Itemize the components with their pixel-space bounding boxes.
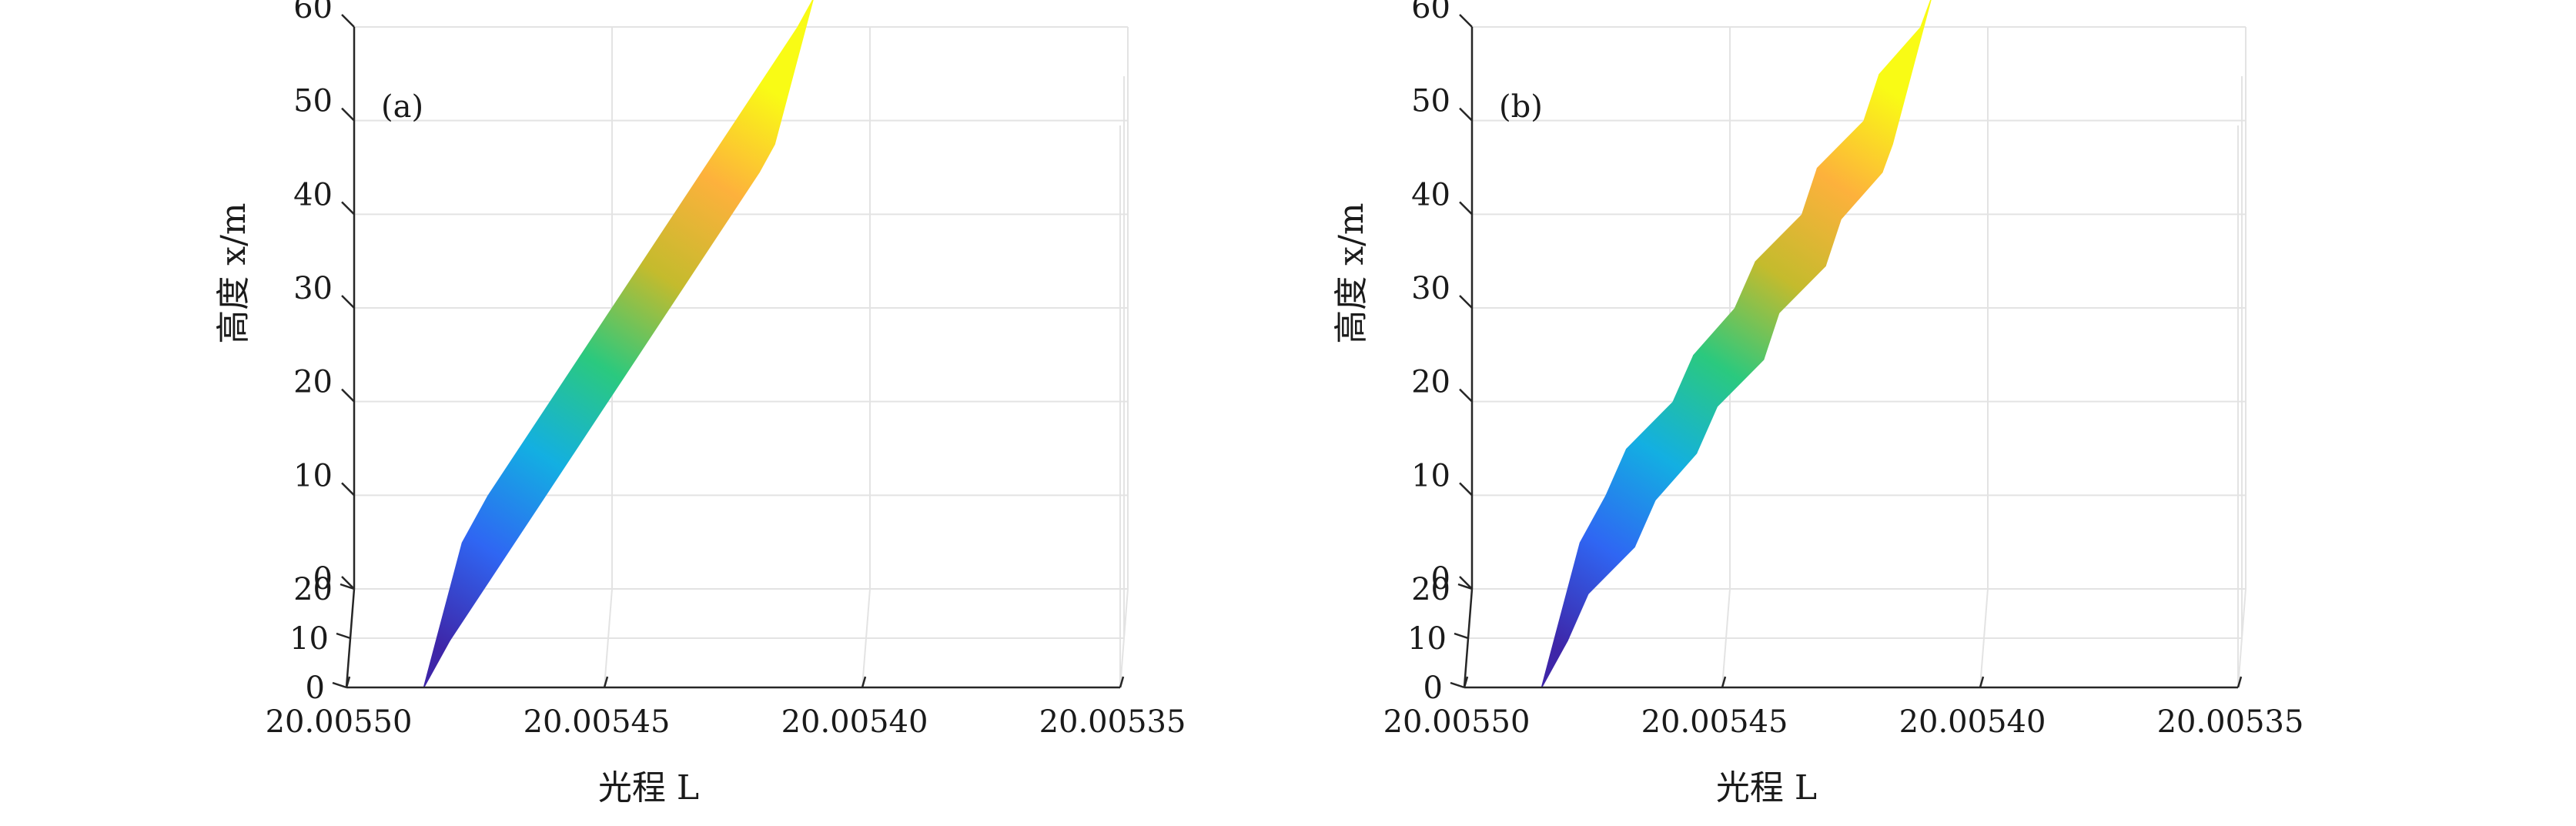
y-tick-mark <box>1457 583 1473 590</box>
y-tick-mark <box>332 681 347 689</box>
x-tick-mark <box>345 676 351 688</box>
surface <box>1541 0 1932 688</box>
x-tick-mark <box>1463 676 1469 688</box>
z-tick-mark <box>1459 107 1473 122</box>
z-tick-label: 50 <box>1411 84 1450 119</box>
z-tick-label: 40 <box>293 177 333 212</box>
y-tick-label: 20 <box>293 572 333 607</box>
x-tick-mark <box>603 676 609 688</box>
z-tick-mark <box>1459 388 1473 403</box>
z-tick-label: 40 <box>1411 177 1450 212</box>
x-tick-label: 20.00550 <box>266 704 413 740</box>
x-tick-label: 20.00550 <box>1383 704 1531 740</box>
z-tick-mark <box>341 107 355 122</box>
z-tick-mark <box>341 14 355 28</box>
y-tick-mark <box>1450 681 1465 689</box>
y-tick-label: 20 <box>1411 572 1450 607</box>
z-tick-mark <box>1459 14 1473 28</box>
x-tick-label: 20.00535 <box>2157 704 2304 740</box>
z-tick-mark <box>341 201 355 216</box>
panel-label: (a) <box>381 89 423 125</box>
surface-patch <box>1654 308 1736 501</box>
y-tick-label: 0 <box>306 670 325 706</box>
z-tick-mark <box>1459 576 1473 590</box>
y-tick-mark <box>1454 632 1469 640</box>
x-tick-label: 20.00535 <box>1039 704 1186 740</box>
z-tick-label: 10 <box>1411 458 1450 493</box>
z-tick-label: 60 <box>293 0 333 25</box>
surface-patch <box>1587 400 1674 596</box>
z-tick-label: 20 <box>1411 365 1450 400</box>
z-tick-mark <box>1459 295 1473 309</box>
x-tick-mark <box>1721 676 1727 688</box>
x-tick-mark <box>861 676 867 688</box>
panel-label: (b) <box>1499 89 1543 125</box>
x-tick-label: 20.00540 <box>781 704 928 740</box>
z-tick-label: 30 <box>293 271 333 306</box>
surface-patch <box>1778 119 1865 315</box>
z-tick-label: 50 <box>293 84 333 119</box>
surface-patch <box>1881 0 1932 173</box>
y-tick-mark <box>340 583 355 590</box>
z-tick-mark <box>341 295 355 309</box>
z-tick-label: 0 <box>313 561 333 597</box>
surface-patch <box>1840 27 1922 220</box>
z-tick-mark <box>341 576 355 590</box>
axes <box>332 14 1125 689</box>
x-axis-label: 光程 L <box>598 768 699 808</box>
x-axis-label: 光程 L <box>1716 768 1817 808</box>
z-axis-label: 高度 x/m <box>1332 202 1371 343</box>
z-tick-mark <box>341 388 355 403</box>
z-tick-mark <box>1459 482 1473 497</box>
panel-a: 20.00550 20.00545 20.00540 20.0053501020010… <box>214 0 1186 808</box>
y-tick-mark <box>336 632 351 640</box>
z-tick-label: 60 <box>1411 0 1450 25</box>
grid <box>1464 26 2246 688</box>
surface-patch <box>1541 495 1607 688</box>
x-tick-mark <box>1119 676 1125 688</box>
z-tick-label: 30 <box>1411 271 1450 306</box>
y-tick-label: 10 <box>1407 621 1447 657</box>
y-tick-label: 0 <box>1423 670 1443 706</box>
surface <box>423 0 814 688</box>
x-tick-label: 20.00540 <box>1899 704 2046 740</box>
z-tick-label: 0 <box>1431 561 1450 597</box>
z-tick-mark <box>1459 201 1473 216</box>
z-axis-label: 高度 x/m <box>214 202 253 343</box>
x-tick-mark <box>2236 676 2243 688</box>
surface-patch <box>758 0 814 173</box>
z-tick-label: 20 <box>293 365 333 400</box>
y-tick-label: 10 <box>289 621 329 657</box>
z-tick-mark <box>341 482 355 497</box>
x-tick-mark <box>1979 676 1985 688</box>
z-tick-label: 10 <box>293 458 333 493</box>
panel-b: 20.00550 20.00545 20.00540 20.0053501020010… <box>1332 0 2303 808</box>
x-tick-label: 20.00545 <box>524 704 671 740</box>
axes <box>1450 14 2243 689</box>
x-tick-label: 20.00545 <box>1641 704 1788 740</box>
